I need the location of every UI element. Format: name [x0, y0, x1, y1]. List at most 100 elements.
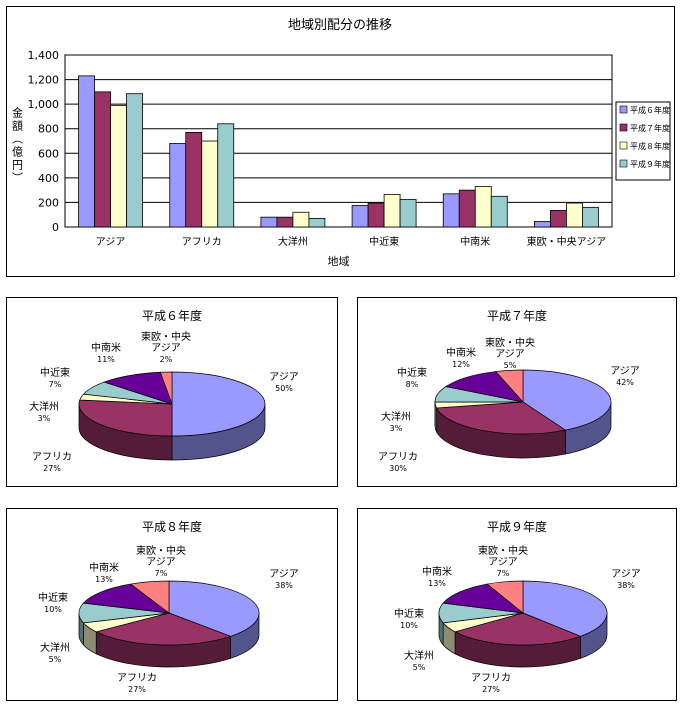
pie-label-pct: 5%: [413, 663, 426, 672]
y-tick-label: 1,200: [28, 74, 60, 87]
x-axis-label: 地域: [328, 255, 350, 268]
legend-label: 平成８年度: [630, 141, 670, 151]
pie-label-text: アジア: [151, 343, 181, 354]
y-tick-label: 1,400: [28, 49, 60, 62]
pie-chart-h6: 平成６年度アジア50%アフリカ27%大洋州3%中近東7%中南米11%東欧・中央ア…: [29, 308, 299, 473]
bar: [399, 198, 417, 228]
pie-label-text: 東欧・中央: [136, 544, 186, 557]
pie-chart-panel-h6: 平成６年度 アジア 50% アフリカ 27% 大洋州 3% 中近東 7% 中南米 11% 東欧・中央ア…: [6, 297, 338, 487]
pie-label-pct: 8%: [406, 380, 419, 389]
pie-label-text: 中南米: [446, 346, 476, 359]
pie-label-pct: 3%: [390, 424, 403, 433]
y-tick-label: 600: [38, 147, 59, 160]
legend-swatch: [619, 159, 628, 168]
pie-label-text: 中近東: [397, 366, 427, 379]
pie-title: 平成８年度: [142, 519, 202, 534]
pie-chart-h7: 平成７年度アジア42%アフリカ30%大洋州3%中近東8%中南米12%東欧・中央ア…: [378, 308, 640, 473]
pie-label-text: アフリカ: [471, 672, 511, 684]
pie-label-pct: 12%: [452, 360, 470, 369]
y-tick-label: 400: [38, 172, 59, 185]
bar: [110, 104, 127, 228]
pie-label-pct: 10%: [44, 605, 62, 614]
bar: [383, 194, 401, 228]
bar: [550, 210, 567, 228]
bar: [185, 132, 203, 228]
pie-label-pct: 13%: [428, 579, 446, 588]
bar: [78, 75, 95, 228]
legend-swatch: [619, 141, 628, 150]
bar: [169, 143, 187, 228]
pie-slice: [522, 369, 612, 431]
bar: [94, 91, 111, 228]
x-tick-label: アフリカ: [182, 236, 222, 248]
bar-chart: 地域別配分の推移 0 200 400 600 800 1,000 1,200 1,400 金額（億…: [11, 18, 671, 268]
y-tick-label: 800: [38, 123, 59, 136]
bar: [367, 202, 385, 228]
pie-chart-panel-h9: 平成９年度 アジア 38% アフリカ 27% 大洋州 5% 中近東 10% 中南米 13% 東欧・中央…: [357, 508, 677, 701]
pie-label-text: 大洋州: [29, 400, 59, 413]
chart-title: 地域別配分の推移: [288, 18, 392, 33]
bar: [566, 202, 583, 228]
pie-label-text: アフリカ: [32, 451, 72, 463]
x-tick-label: 中南米: [460, 235, 490, 248]
pie-slice: [95, 612, 232, 646]
pie-label-pct: 27%: [482, 685, 500, 694]
pie-slice: [171, 371, 266, 437]
legend-label: 平成６年度: [630, 105, 670, 115]
pie-label-text: 中近東: [38, 591, 68, 604]
pie-slice: [454, 612, 582, 646]
bar: [126, 93, 143, 228]
pie-label-pct: 50%: [275, 384, 293, 393]
pie-label-pct: 7%: [155, 569, 168, 578]
pie-label-text: 東欧・中央: [141, 330, 191, 343]
pie-label-pct: 5%: [49, 655, 62, 664]
pie-slice: [486, 580, 524, 614]
bar: [292, 211, 310, 228]
pie-label-text: 中近東: [394, 607, 424, 620]
pie-label-pct: 5%: [504, 361, 517, 370]
pie-label-text: 中南米: [422, 565, 452, 578]
bar: [260, 216, 278, 228]
y-tick-label: 200: [38, 196, 59, 209]
pie-label-text: アジア: [610, 366, 640, 377]
bar: [217, 123, 235, 228]
x-tick-label: 大洋州: [278, 235, 308, 248]
bar: [474, 186, 492, 228]
pie-label-text: アジア: [495, 349, 525, 360]
pie-label-text: アフリカ: [117, 672, 157, 684]
pie-label-text: 大洋州: [404, 649, 434, 662]
x-tick-label: 中近東: [369, 235, 399, 248]
pie-slice: [444, 371, 524, 403]
pie-label-text: 東欧・中央: [478, 544, 528, 557]
pie-label-text: 中南米: [91, 341, 121, 354]
pie-label-text: アジア: [146, 557, 176, 568]
pie-label-text: 大洋州: [40, 641, 70, 654]
bar: [442, 193, 460, 228]
pie-chart-h9: 平成９年度アジア38%アフリカ27%大洋州5%中近東10%中南米13%東欧・中央…: [394, 519, 641, 694]
pie-slice: [522, 580, 608, 637]
pie-label-text: 東欧・中央: [485, 336, 535, 349]
pie-label-text: アフリカ: [378, 451, 418, 463]
pie-label-pct: 13%: [95, 575, 113, 584]
y-tick-label: 0: [52, 221, 59, 234]
bar: [276, 216, 294, 228]
pie-chart-panel-h7: 平成７年度 アジア 42% アフリカ 30% 大洋州 3% 中近東 8% 中南米 12% 東欧・中央ア…: [357, 297, 677, 487]
y-axis-label: 金額（億円）: [11, 106, 24, 185]
bar: [458, 189, 476, 228]
pie-label-pct: 3%: [38, 414, 51, 423]
